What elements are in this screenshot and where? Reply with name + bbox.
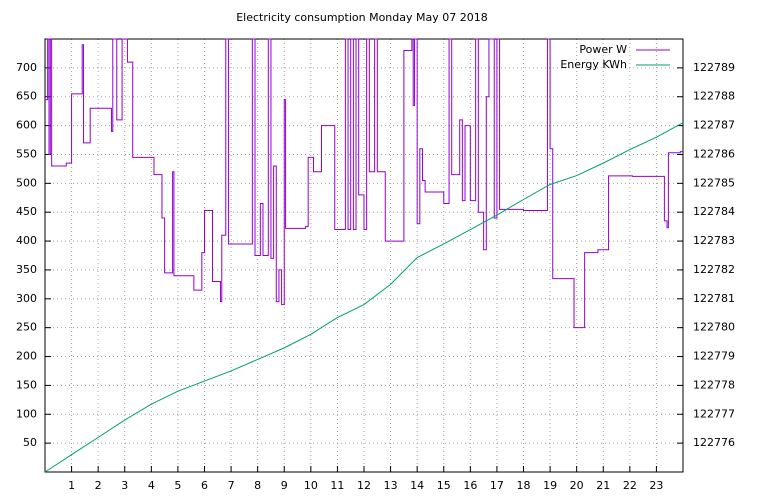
x-tick-label: 7 bbox=[228, 479, 235, 492]
x-tick-label: 22 bbox=[623, 479, 637, 492]
y2-tick-label: 122789 bbox=[693, 61, 735, 74]
y2-tick-label: 122782 bbox=[693, 263, 735, 276]
y-tick-label: 650 bbox=[16, 90, 37, 103]
x-tick-label: 15 bbox=[437, 479, 451, 492]
y2-tick-label: 122780 bbox=[693, 321, 735, 334]
x-tick-label: 19 bbox=[543, 479, 557, 492]
x-tick-label: 20 bbox=[570, 479, 584, 492]
y-tick-label: 550 bbox=[16, 147, 37, 160]
x-tick-label: 23 bbox=[649, 479, 663, 492]
y2-tick-label: 122786 bbox=[693, 147, 735, 160]
y2-tick-label: 122779 bbox=[693, 350, 735, 363]
y2-tick-label: 122778 bbox=[693, 378, 735, 391]
legend-label: Energy KWh bbox=[560, 58, 627, 71]
series-line bbox=[45, 38, 683, 329]
y-tick-label: 250 bbox=[16, 321, 37, 334]
x-tick-label: 3 bbox=[121, 479, 128, 492]
x-tick-label: 21 bbox=[596, 479, 610, 492]
x-tick-label: 10 bbox=[304, 479, 318, 492]
y-tick-label: 300 bbox=[16, 292, 37, 305]
plot-frame bbox=[44, 38, 684, 473]
y-tick-label: 400 bbox=[16, 234, 37, 247]
chart-title: Electricity consumption Monday May 07 20… bbox=[236, 11, 488, 24]
y2-tick-label: 122788 bbox=[693, 90, 735, 103]
x-tick-label: 12 bbox=[357, 479, 371, 492]
y2-tick-label: 122787 bbox=[693, 119, 735, 132]
y2-tick-label: 122783 bbox=[693, 234, 735, 247]
y-tick-label: 50 bbox=[23, 436, 37, 449]
y-tick-label: 700 bbox=[16, 61, 37, 74]
x-tick-label: 18 bbox=[517, 479, 531, 492]
y2-tick-label: 122776 bbox=[693, 436, 735, 449]
y-tick-label: 200 bbox=[16, 350, 37, 363]
series-line bbox=[44, 122, 684, 473]
y-tick-label: 100 bbox=[16, 407, 37, 420]
x-tick-label: 2 bbox=[95, 479, 102, 492]
y-tick-label: 350 bbox=[16, 263, 37, 276]
x-tick-label: 17 bbox=[490, 479, 504, 492]
x-tick-label: 9 bbox=[281, 479, 288, 492]
legend-label: Power W bbox=[579, 43, 627, 56]
y-tick-label: 150 bbox=[16, 378, 37, 391]
x-tick-label: 14 bbox=[410, 479, 424, 492]
y-tick-label: 600 bbox=[16, 119, 37, 132]
y2-tick-label: 122784 bbox=[693, 205, 735, 218]
x-tick-label: 8 bbox=[254, 479, 261, 492]
x-tick-label: 13 bbox=[384, 479, 398, 492]
y2-tick-label: 122785 bbox=[693, 176, 735, 189]
y2-tick-label: 122781 bbox=[693, 292, 735, 305]
x-tick-label: 11 bbox=[330, 479, 344, 492]
x-tick-label: 6 bbox=[201, 479, 208, 492]
x-tick-label: 5 bbox=[174, 479, 181, 492]
x-tick-label: 4 bbox=[148, 479, 155, 492]
y2-tick-label: 122777 bbox=[693, 407, 735, 420]
x-tick-label: 16 bbox=[463, 479, 477, 492]
x-tick-label: 1 bbox=[68, 479, 75, 492]
y-tick-label: 450 bbox=[16, 205, 37, 218]
y-tick-label: 500 bbox=[16, 176, 37, 189]
